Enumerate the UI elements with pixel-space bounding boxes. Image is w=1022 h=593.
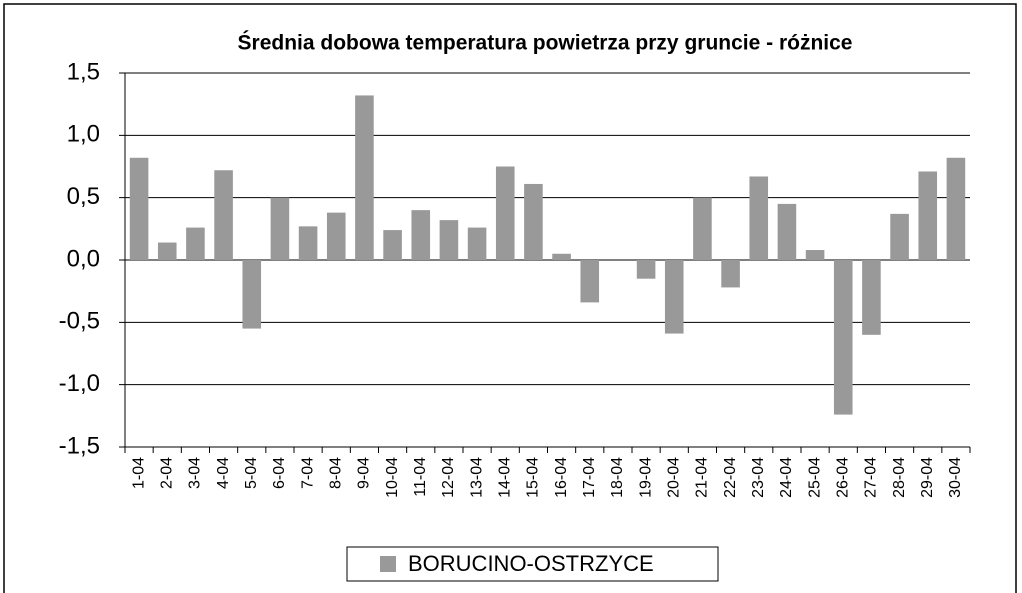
x-tick-label: 5-04 (243, 457, 260, 489)
bar (580, 260, 600, 303)
bar (636, 260, 656, 279)
bar (890, 213, 909, 260)
bar (946, 157, 966, 260)
x-tick-label: 14-04 (496, 457, 513, 498)
bar (664, 260, 684, 334)
x-tick-label: 10-04 (384, 457, 401, 498)
y-tick-label: 1,0 (67, 121, 100, 148)
x-tick-label: 27-04 (863, 457, 880, 498)
bar (270, 197, 290, 260)
chart-title: Średnia dobowa temperatura powietrza prz… (238, 31, 853, 55)
bar (749, 176, 769, 260)
bar (129, 157, 149, 260)
y-tick-label: 0,0 (67, 245, 100, 272)
x-tick-label: 22-04 (722, 457, 739, 498)
x-tick-label: 21-04 (694, 457, 711, 498)
bar (467, 227, 487, 260)
bar (777, 203, 797, 260)
bar (411, 210, 431, 260)
legend-label: BORUCINO-OSTRZYCE (408, 551, 654, 576)
x-tick-label: 7-04 (299, 457, 316, 489)
x-tick-label: 26-04 (834, 457, 851, 498)
bar (862, 260, 881, 335)
y-tick-label: 1,5 (67, 58, 100, 85)
bar (805, 250, 825, 260)
x-tick-label: 29-04 (919, 457, 936, 498)
x-tick-label: 3-04 (187, 457, 204, 489)
x-tick-label: 15-04 (525, 457, 542, 498)
x-tick-label: 1-04 (130, 457, 147, 489)
x-tick-label: 16-04 (553, 457, 570, 498)
legend-box (346, 546, 719, 582)
bar (186, 227, 205, 260)
x-tick-label: 18-04 (609, 457, 626, 498)
y-tick-label: -1,5 (59, 432, 100, 459)
bar (918, 171, 938, 260)
bar (298, 226, 318, 260)
x-tick-label: 12-04 (440, 457, 457, 498)
bar (242, 260, 262, 329)
x-tick-label: 30-04 (947, 457, 964, 498)
x-tick-label: 25-04 (806, 457, 823, 498)
x-tick-label: 9-04 (356, 457, 373, 489)
x-tick-label: 8-04 (327, 457, 344, 489)
x-tick-label: 20-04 (665, 457, 682, 498)
x-tick-label: 17-04 (581, 457, 598, 498)
bar (693, 197, 712, 260)
bar (439, 220, 459, 260)
bar (552, 253, 571, 260)
bar (524, 183, 543, 260)
x-tick-label: 19-04 (637, 457, 654, 498)
x-tick-label: 28-04 (891, 457, 908, 498)
legend-swatch (380, 556, 396, 572)
x-tick-label: 6-04 (271, 457, 288, 489)
y-tick-label: -0,5 (59, 308, 100, 335)
bar (721, 260, 740, 288)
x-tick-label: 11-04 (412, 457, 429, 497)
bar (214, 170, 233, 260)
bar (326, 212, 346, 260)
bar (157, 242, 177, 260)
x-tick-label: 2-04 (158, 457, 175, 489)
x-tick-label: 13-04 (468, 457, 485, 498)
y-tick-label: 0,5 (67, 183, 100, 210)
bar (833, 260, 853, 415)
bar (383, 230, 402, 260)
x-tick-label: 24-04 (778, 457, 795, 498)
x-tick-label: 4-04 (215, 457, 232, 489)
x-tick-label: 23-04 (750, 457, 767, 498)
bar (355, 95, 374, 260)
bar (495, 166, 515, 260)
y-tick-label: -1,0 (59, 370, 100, 397)
